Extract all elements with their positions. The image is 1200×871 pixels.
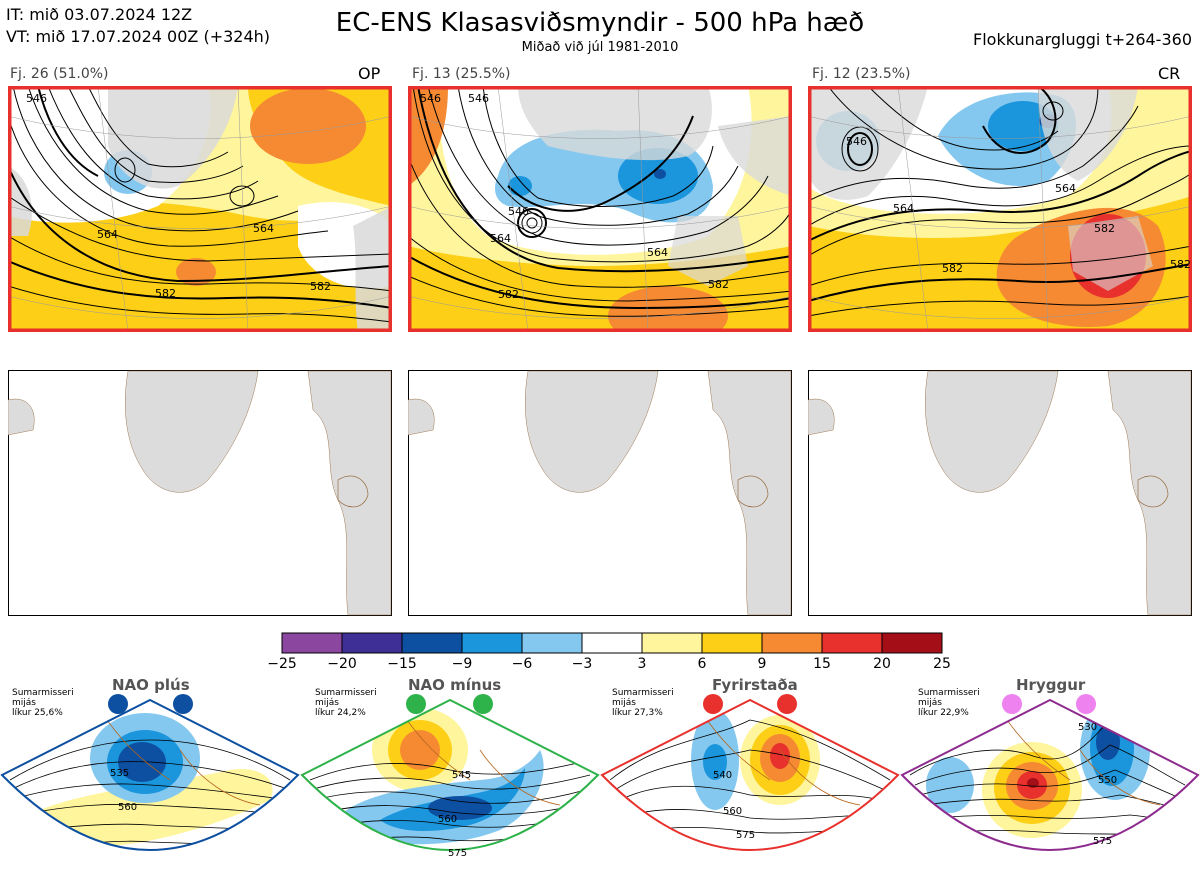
- contour-label: 564: [647, 246, 668, 259]
- regime-2-map: [300, 694, 600, 851]
- run-info: IT: mið 03.07.2024 12Z VT: mið 17.07.202…: [6, 4, 270, 48]
- initial-time: IT: mið 03.07.2024 12Z: [6, 5, 193, 24]
- colorbar-tick: 15: [813, 656, 831, 672]
- cluster-1-label: Fj. 26 (51.0%): [10, 66, 109, 82]
- colorbar-swatch: [641, 632, 703, 654]
- contour-label: 564: [1055, 182, 1076, 195]
- contour-label: 560: [118, 802, 138, 813]
- contour-label: 582: [1094, 222, 1115, 235]
- contour-label: 582: [708, 278, 729, 291]
- regime-1-title: NAO plús: [112, 676, 190, 694]
- climate-reference: Miðað við júl 1981-2010: [521, 40, 679, 55]
- colorbar-swatch: [821, 632, 883, 654]
- contour-label: 564: [253, 222, 274, 235]
- regime-1-note: Sumarmisseri mijás líkur 25,6%: [12, 688, 74, 718]
- cluster-2-map: [408, 86, 792, 332]
- colorbar-swatch: [341, 632, 403, 654]
- contour-label: 582: [498, 288, 519, 301]
- contour-label: 564: [893, 202, 914, 215]
- contour-label: 564: [97, 228, 118, 241]
- page-title: EC-ENS Klasasviðsmyndir - 500 hPa hæð: [335, 8, 865, 38]
- contour-label: 582: [310, 280, 331, 293]
- contour-label: 546: [468, 92, 489, 105]
- contour-label: 582: [942, 262, 963, 275]
- cluster-1-code: OP: [358, 64, 381, 83]
- classification-window: Flokkunargluggi t+264-360: [973, 30, 1192, 49]
- colorbar-tick: −3: [571, 656, 593, 672]
- regime-4-map: [900, 694, 1200, 851]
- colorbar-tick: 25: [933, 656, 951, 672]
- regime-4-title: Hryggur: [1016, 676, 1086, 694]
- regime-1-map: [0, 694, 300, 851]
- colorbar-tick: 3: [637, 656, 647, 672]
- colorbar-swatch: [701, 632, 763, 654]
- contour-label: 560: [438, 814, 458, 825]
- contour-label: 575: [736, 830, 756, 841]
- colorbar-tick: 9: [757, 656, 767, 672]
- contour-label: 545: [452, 770, 472, 781]
- colorbar-swatch: [521, 632, 583, 654]
- colorbar-tick: −20: [327, 656, 357, 672]
- colorbar-swatch: [401, 632, 463, 654]
- contour-label: 560: [723, 806, 743, 817]
- colorbar-tick: −6: [511, 656, 533, 672]
- empty-map-2: [408, 370, 792, 616]
- valid-time: VT: mið 17.07.2024 00Z (+324h): [6, 27, 271, 46]
- empty-map-1: [8, 370, 392, 616]
- contour-label: 582: [1170, 258, 1191, 271]
- contour-label: 550: [1098, 775, 1118, 786]
- contour-label: 546: [508, 205, 529, 218]
- colorbar-tick: 6: [697, 656, 707, 672]
- regime-2-note: Sumarmisseri mijás líkur 24,2%: [315, 688, 377, 718]
- colorbar-swatch: [581, 632, 643, 654]
- colorbar: [281, 632, 943, 654]
- contour-label: 540: [713, 770, 733, 781]
- regime-4-note: Sumarmisseri mijás líkur 22,9%: [918, 688, 980, 718]
- contour-label: 575: [448, 848, 468, 859]
- colorbar-swatch: [881, 632, 943, 654]
- cluster-3-code: CR: [1158, 64, 1181, 83]
- regime-3-map: [600, 694, 900, 851]
- regime-2-title: NAO mínus: [408, 676, 502, 694]
- colorbar-swatch: [761, 632, 823, 654]
- cluster-1-map: [8, 86, 392, 332]
- contour-label: 546: [26, 92, 47, 105]
- contour-label: 535: [110, 768, 130, 779]
- cluster-2-label: Fj. 13 (25.5%): [412, 66, 511, 82]
- empty-map-3: [808, 370, 1192, 616]
- colorbar-tick: 20: [873, 656, 891, 672]
- regime-3-note: Sumarmisseri mijás líkur 27,3%: [612, 688, 674, 718]
- contour-label: 546: [846, 135, 867, 148]
- regime-3-title: Fyrirstaða: [712, 676, 798, 694]
- contour-label: 530: [1078, 722, 1098, 733]
- colorbar-swatch: [461, 632, 523, 654]
- cluster-3-label: Fj. 12 (23.5%): [812, 66, 911, 82]
- colorbar-swatch: [281, 632, 343, 654]
- colorbar-tick: −25: [267, 656, 297, 672]
- contour-label: 582: [155, 287, 176, 300]
- contour-label: 546: [420, 92, 441, 105]
- colorbar-tick: −9: [451, 656, 473, 672]
- cluster-3-map: [808, 86, 1192, 332]
- colorbar-tick: −15: [387, 656, 417, 672]
- contour-label: 575: [1093, 836, 1113, 847]
- contour-label: 564: [490, 232, 511, 245]
